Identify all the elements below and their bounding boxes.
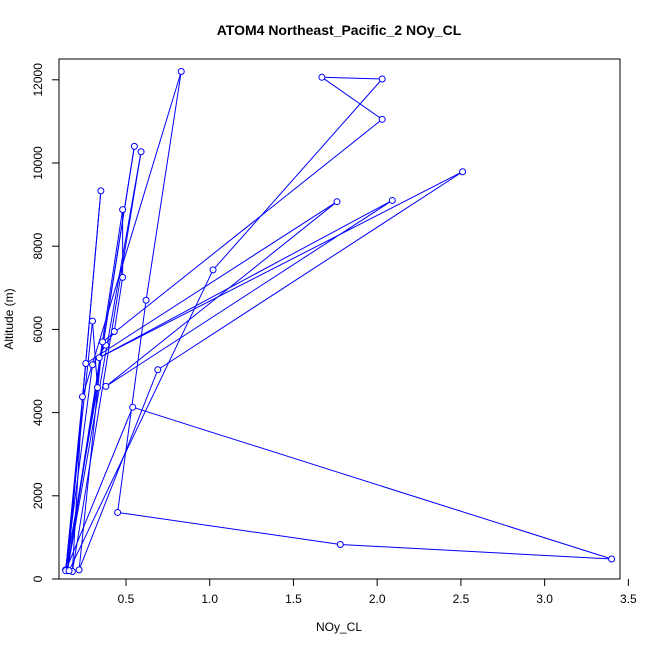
series-line-segment <box>145 71 182 301</box>
data-point <box>99 338 107 346</box>
data-point <box>336 540 344 548</box>
data-point <box>154 366 162 374</box>
series-line-segment <box>85 201 338 364</box>
data-point <box>119 273 127 281</box>
data-point <box>209 266 217 274</box>
data-point <box>65 567 73 575</box>
x-tick-label: 0.5 <box>118 592 135 606</box>
y-axis-ticks: 0 2000 4000 6000 8000 10000 12000 <box>31 63 59 582</box>
data-point <box>318 73 326 81</box>
data-point <box>459 168 467 176</box>
series-line-segment <box>132 406 612 560</box>
chart-title: ATOM4 Northeast_Pacific_2 NOy_CL <box>217 22 462 38</box>
data-point <box>75 566 83 574</box>
series-line-segment <box>105 201 338 387</box>
series-line-segment <box>71 396 83 572</box>
y-tick-label: 10000 <box>31 146 45 180</box>
data-point <box>94 384 102 392</box>
data-point <box>177 67 185 75</box>
series-line-segment <box>102 118 383 343</box>
series-line-segment <box>78 341 104 570</box>
data-point <box>129 403 137 411</box>
series-line-segment <box>71 151 142 572</box>
data-point <box>333 198 341 206</box>
y-tick-label: 0 <box>31 575 45 582</box>
series-line-segment <box>321 76 383 80</box>
data-point <box>130 142 138 150</box>
series-line-segment <box>78 369 159 571</box>
series-line-segment <box>68 269 214 571</box>
data-point <box>142 296 150 304</box>
data-point <box>82 360 90 368</box>
y-tick-label: 6000 <box>31 316 45 343</box>
y-tick-label: 4000 <box>31 399 45 426</box>
x-tick-label: 2.0 <box>369 592 386 606</box>
data-point <box>378 115 386 123</box>
series-line-segment <box>157 171 463 371</box>
data-point <box>114 508 122 516</box>
data-point <box>102 382 110 390</box>
data-point <box>378 75 386 83</box>
data-point <box>95 354 103 362</box>
x-tick-label: 1.0 <box>201 592 218 606</box>
series-line-segment <box>340 543 612 560</box>
series-line-segment <box>321 76 383 120</box>
series-line-segment <box>105 200 393 387</box>
series-line-segment <box>212 78 383 271</box>
y-axis-label: Altitude (m) <box>2 288 16 349</box>
data-point <box>88 361 96 369</box>
x-axis-label: NOy_CL <box>316 620 362 634</box>
x-tick-label: 3.5 <box>620 592 637 606</box>
series-line-segment <box>98 199 393 359</box>
data-point <box>110 327 118 335</box>
y-tick-label: 12000 <box>31 63 45 97</box>
data-point <box>608 555 616 563</box>
x-tick-label: 2.5 <box>453 592 470 606</box>
data-point <box>137 148 145 156</box>
series-line-segment <box>65 407 134 571</box>
data-point <box>78 393 86 401</box>
series-line-segment <box>81 71 182 397</box>
data-point <box>119 206 127 214</box>
data-point <box>97 187 105 195</box>
y-tick-label: 2000 <box>31 482 45 509</box>
series-line-segment <box>113 277 124 332</box>
series-line-segment <box>98 171 463 359</box>
x-tick-label: 3.0 <box>536 592 553 606</box>
x-axis-ticks: 0.5 1.0 1.5 2.0 2.5 3.0 3.5 <box>118 579 637 606</box>
y-tick-label: 8000 <box>31 233 45 260</box>
series-line-segment <box>66 151 142 571</box>
data-point <box>388 196 396 204</box>
data-point <box>88 317 96 325</box>
series-line-segment <box>117 511 341 545</box>
series-layer <box>62 67 616 576</box>
x-tick-label: 1.5 <box>285 592 302 606</box>
